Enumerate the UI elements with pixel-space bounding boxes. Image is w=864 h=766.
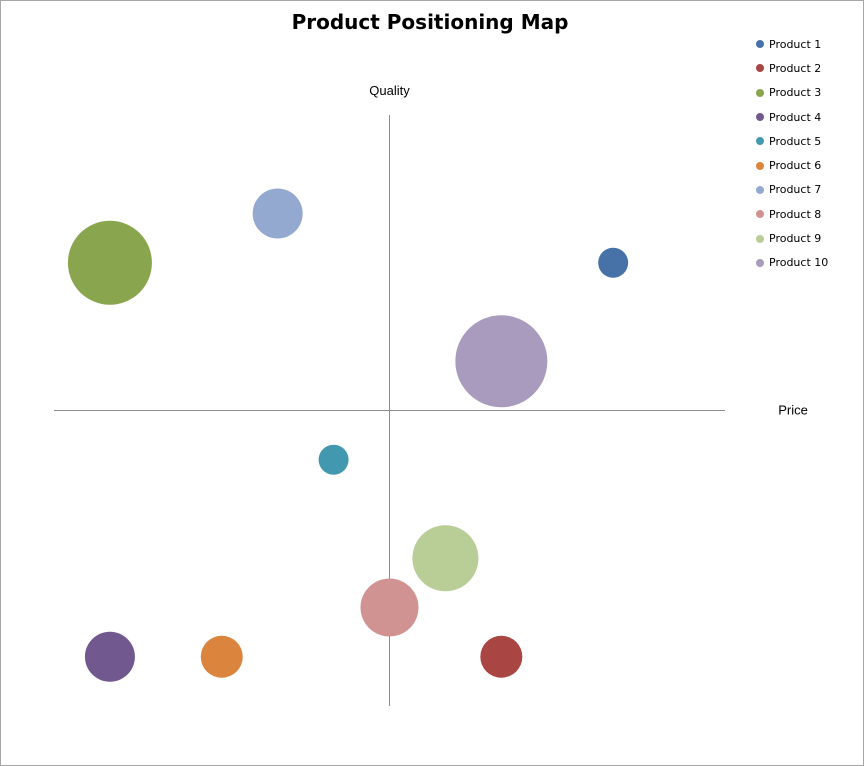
legend-item-product-9: Product 9 <box>756 226 828 250</box>
legend-item-product-6: Product 6 <box>756 153 828 177</box>
legend-label: Product 10 <box>769 256 829 270</box>
legend-label: Product 8 <box>769 207 822 221</box>
legend-item-product-3: Product 3 <box>756 81 828 105</box>
bubble-product-9 <box>412 525 479 592</box>
legend-marker <box>756 161 764 170</box>
bubble-product-7 <box>252 188 303 239</box>
legend-label: Product 4 <box>769 110 822 124</box>
legend-label: Product 9 <box>769 232 822 246</box>
legend-marker <box>756 64 764 73</box>
legend-marker <box>756 88 764 97</box>
bubble-group <box>67 188 629 682</box>
x-axis-label: Price <box>778 403 808 418</box>
bubble-product-5 <box>318 444 349 475</box>
y-axis-label: Quality <box>369 83 410 98</box>
legend-item-product-1: Product 1 <box>756 32 828 56</box>
legend-label: Product 5 <box>769 134 822 148</box>
bubble-product-8 <box>360 578 419 637</box>
legend-label: Product 3 <box>769 86 822 100</box>
bubble-product-2 <box>480 635 523 678</box>
legend-label: Product 6 <box>769 159 822 173</box>
legend-item-product-8: Product 8 <box>756 202 828 226</box>
legend-label: Product 1 <box>769 37 822 51</box>
legend-item-product-10: Product 10 <box>756 251 828 275</box>
bubble-product-3 <box>67 220 152 305</box>
legend-item-product-7: Product 7 <box>756 178 828 202</box>
bubble-product-10 <box>455 315 548 408</box>
bubble-product-6 <box>200 635 243 678</box>
legend-item-product-4: Product 4 <box>756 105 828 129</box>
legend-item-product-5: Product 5 <box>756 129 828 153</box>
legend-marker <box>756 185 764 194</box>
legend-label: Product 2 <box>769 61 822 75</box>
legend-marker <box>756 137 764 146</box>
chart-title: Product Positioning Map <box>291 10 569 34</box>
legend-marker <box>756 113 764 122</box>
bubble-product-4 <box>84 631 135 682</box>
legend-marker <box>756 210 764 219</box>
legend-marker <box>756 234 764 243</box>
legend-marker <box>756 258 764 267</box>
legend-marker <box>756 40 764 49</box>
legend-label: Product 7 <box>769 183 822 197</box>
legend: Product 1 Product 2 Product 3 Product 4 Prod… <box>756 32 828 275</box>
legend-item-product-2: Product 2 <box>756 56 828 80</box>
bubble-product-1 <box>598 247 629 278</box>
